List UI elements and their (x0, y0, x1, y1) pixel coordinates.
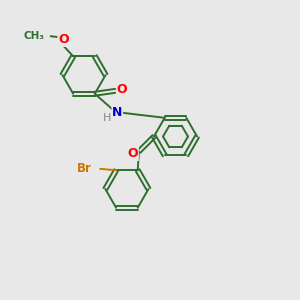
Text: H: H (103, 113, 112, 123)
Text: O: O (128, 147, 138, 161)
Text: N: N (112, 106, 122, 119)
Text: Br: Br (77, 162, 92, 175)
Text: O: O (58, 33, 69, 46)
Text: CH₃: CH₃ (24, 31, 45, 41)
Text: O: O (116, 83, 127, 96)
